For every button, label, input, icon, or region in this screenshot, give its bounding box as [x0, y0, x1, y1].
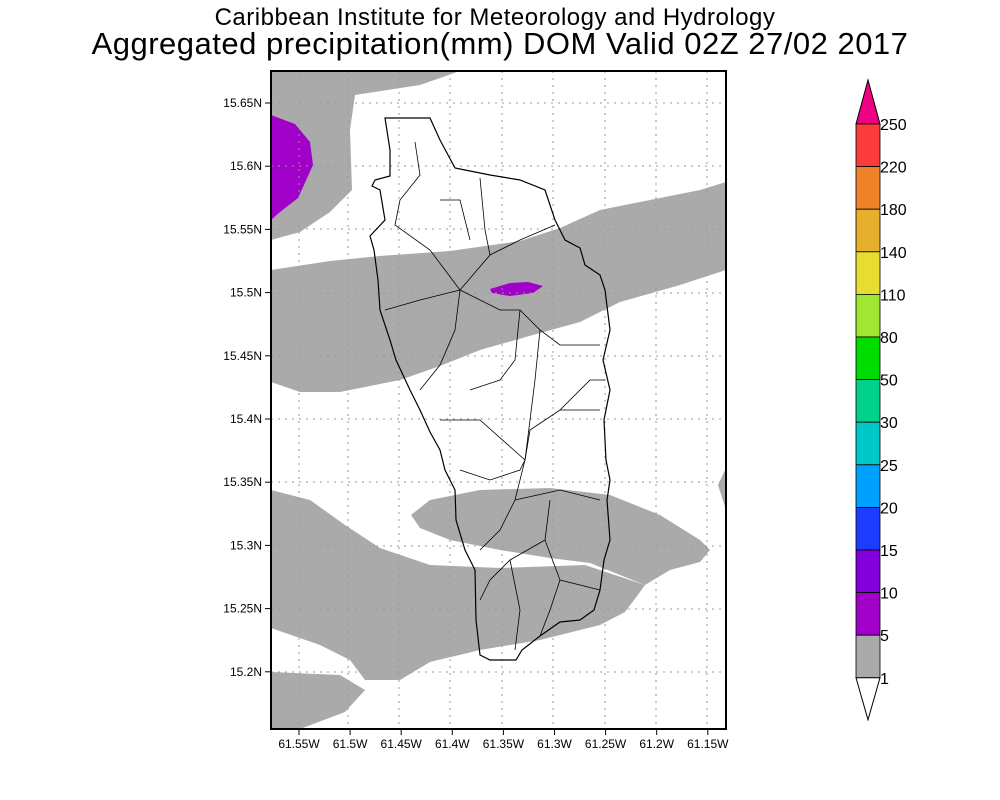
colorbar-swatch — [855, 166, 881, 210]
lat-tick-label: 15.5N — [230, 286, 262, 300]
colorbar-swatch — [855, 123, 881, 167]
lon-tick-label: 61.45W — [381, 737, 423, 751]
precip-area-1-5mm — [411, 488, 710, 585]
lat-tick-label: 15.2N — [230, 665, 262, 679]
colorbar-swatch — [855, 634, 881, 679]
lon-tick-label: 61.55W — [278, 737, 320, 751]
colorbar-swatch — [855, 592, 881, 636]
precip-area-1-5mm — [271, 71, 460, 240]
precip-area-1-5mm — [718, 468, 726, 510]
precip-area-1-5mm — [271, 672, 365, 729]
colorbar-swatch — [855, 421, 881, 466]
longitude-axis: 61.55W 61.5W 61.45W 61.4W 61.35W 61.3W 61.25W 6… — [278, 729, 729, 751]
colorbar-label: 1 — [880, 671, 889, 688]
river-basins — [384, 141, 605, 651]
colorbar-swatch — [855, 336, 881, 380]
colorbar-label: 180 — [880, 202, 907, 219]
colorbar-over-triangle — [855, 78, 881, 125]
colorbar-swatch — [855, 464, 881, 508]
colorbar-label: 110 — [880, 287, 906, 304]
colorbar-swatch — [855, 379, 881, 423]
grid-lines — [271, 71, 726, 729]
precip-area-5-10mm — [271, 115, 313, 220]
title-product: Aggregated precipitation(mm) DOM Valid 0… — [91, 26, 909, 61]
colorbar-label: 140 — [880, 245, 907, 262]
colorbar-swatch — [855, 506, 881, 551]
lon-tick-label: 61.5W — [333, 737, 368, 751]
precip-area-1-5mm — [271, 490, 645, 680]
lat-tick-label: 15.35N — [223, 475, 262, 489]
colorbar-label: 80 — [880, 330, 898, 347]
lon-tick-label: 61.25W — [585, 737, 627, 751]
lon-tick-label: 61.2W — [639, 737, 674, 751]
lon-tick-label: 61.4W — [435, 737, 470, 751]
lon-tick-label: 61.35W — [483, 737, 525, 751]
precip-field — [271, 71, 726, 729]
colorbar-swatch — [855, 208, 881, 253]
lat-tick-label: 15.55N — [223, 222, 262, 236]
colorbar-swatch — [855, 293, 881, 338]
colorbar-label: 30 — [880, 415, 898, 432]
lat-tick-label: 15.45N — [223, 349, 262, 363]
colorbar-label: 220 — [880, 160, 907, 177]
colorbar-legend: 250 220 180 140 110 80 50 30 25 20 15 10 5 1 — [855, 78, 907, 722]
colorbar-label: 5 — [880, 628, 889, 645]
lat-tick-label: 15.6N — [230, 159, 262, 173]
colorbar-label: 10 — [880, 586, 898, 603]
colorbar-under-triangle — [855, 677, 881, 722]
colorbar-swatch — [855, 251, 881, 295]
latitude-axis: 15.65N 15.6N 15.55N 15.5N 15.45N 15.4N 15.35N 1… — [223, 96, 271, 679]
colorbar-label: 25 — [880, 458, 898, 475]
lon-tick-label: 61.3W — [537, 737, 572, 751]
lat-tick-label: 15.25N — [223, 602, 262, 616]
lat-tick-label: 15.65N — [223, 96, 262, 110]
colorbar-label: 50 — [880, 373, 898, 390]
lat-tick-label: 15.3N — [230, 538, 262, 552]
colorbar-swatch — [855, 549, 881, 593]
colorbar-label: 20 — [880, 500, 898, 517]
plot-frame — [270, 70, 727, 730]
colorbar-label: 15 — [880, 543, 898, 560]
title-institute: Caribbean Institute for Meteorology and … — [214, 4, 776, 31]
lon-tick-label: 61.15W — [687, 737, 729, 751]
lat-tick-label: 15.4N — [230, 412, 262, 426]
colorbar-label: 250 — [880, 117, 907, 134]
